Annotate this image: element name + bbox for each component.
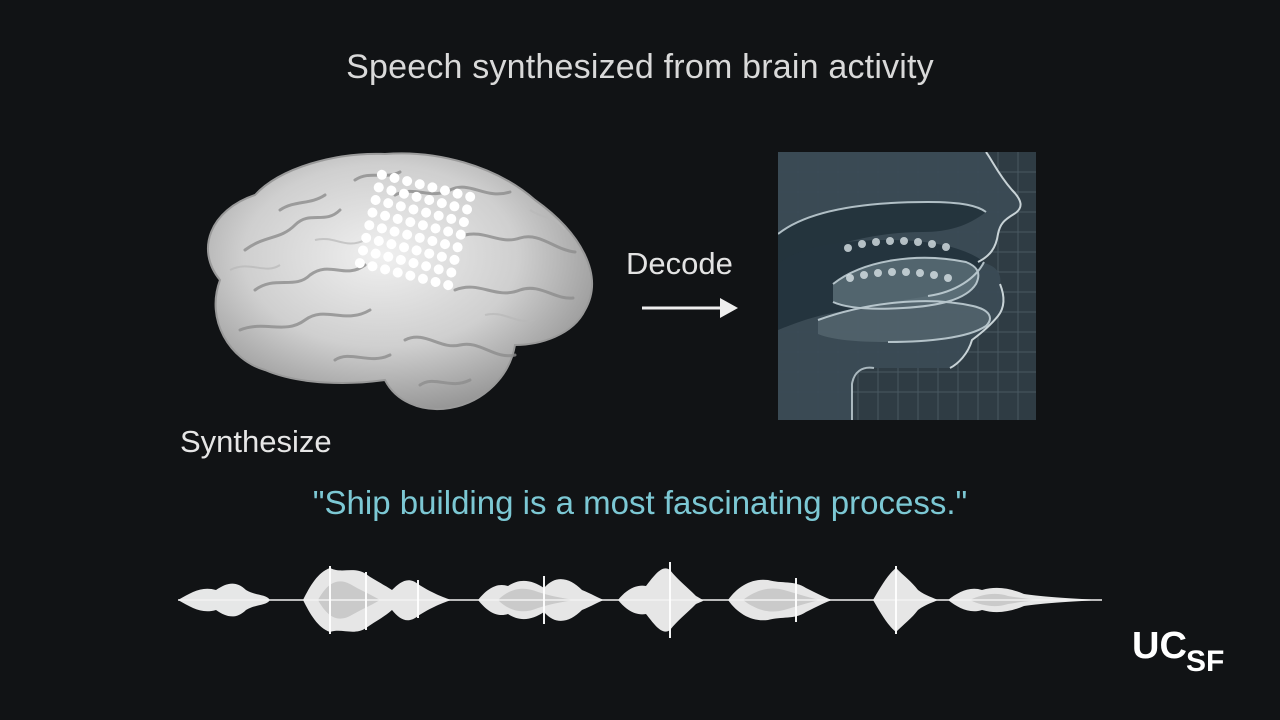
audio-waveform [178,562,1102,638]
decode-label: Decode [626,246,733,281]
ucsf-logo: UC SF [1132,625,1224,678]
logo-uc: UC [1132,625,1187,667]
vocal-tract-illustration [778,152,1036,420]
logo-sf: SF [1186,645,1224,678]
synthesize-label: Synthesize [180,424,332,459]
brain-illustration [206,152,593,411]
slide-title: Speech synthesized from brain activity [346,48,934,86]
synthesized-sentence: "Ship building is a most fascinating pro… [312,484,968,521]
arrow-right-icon [642,298,738,318]
